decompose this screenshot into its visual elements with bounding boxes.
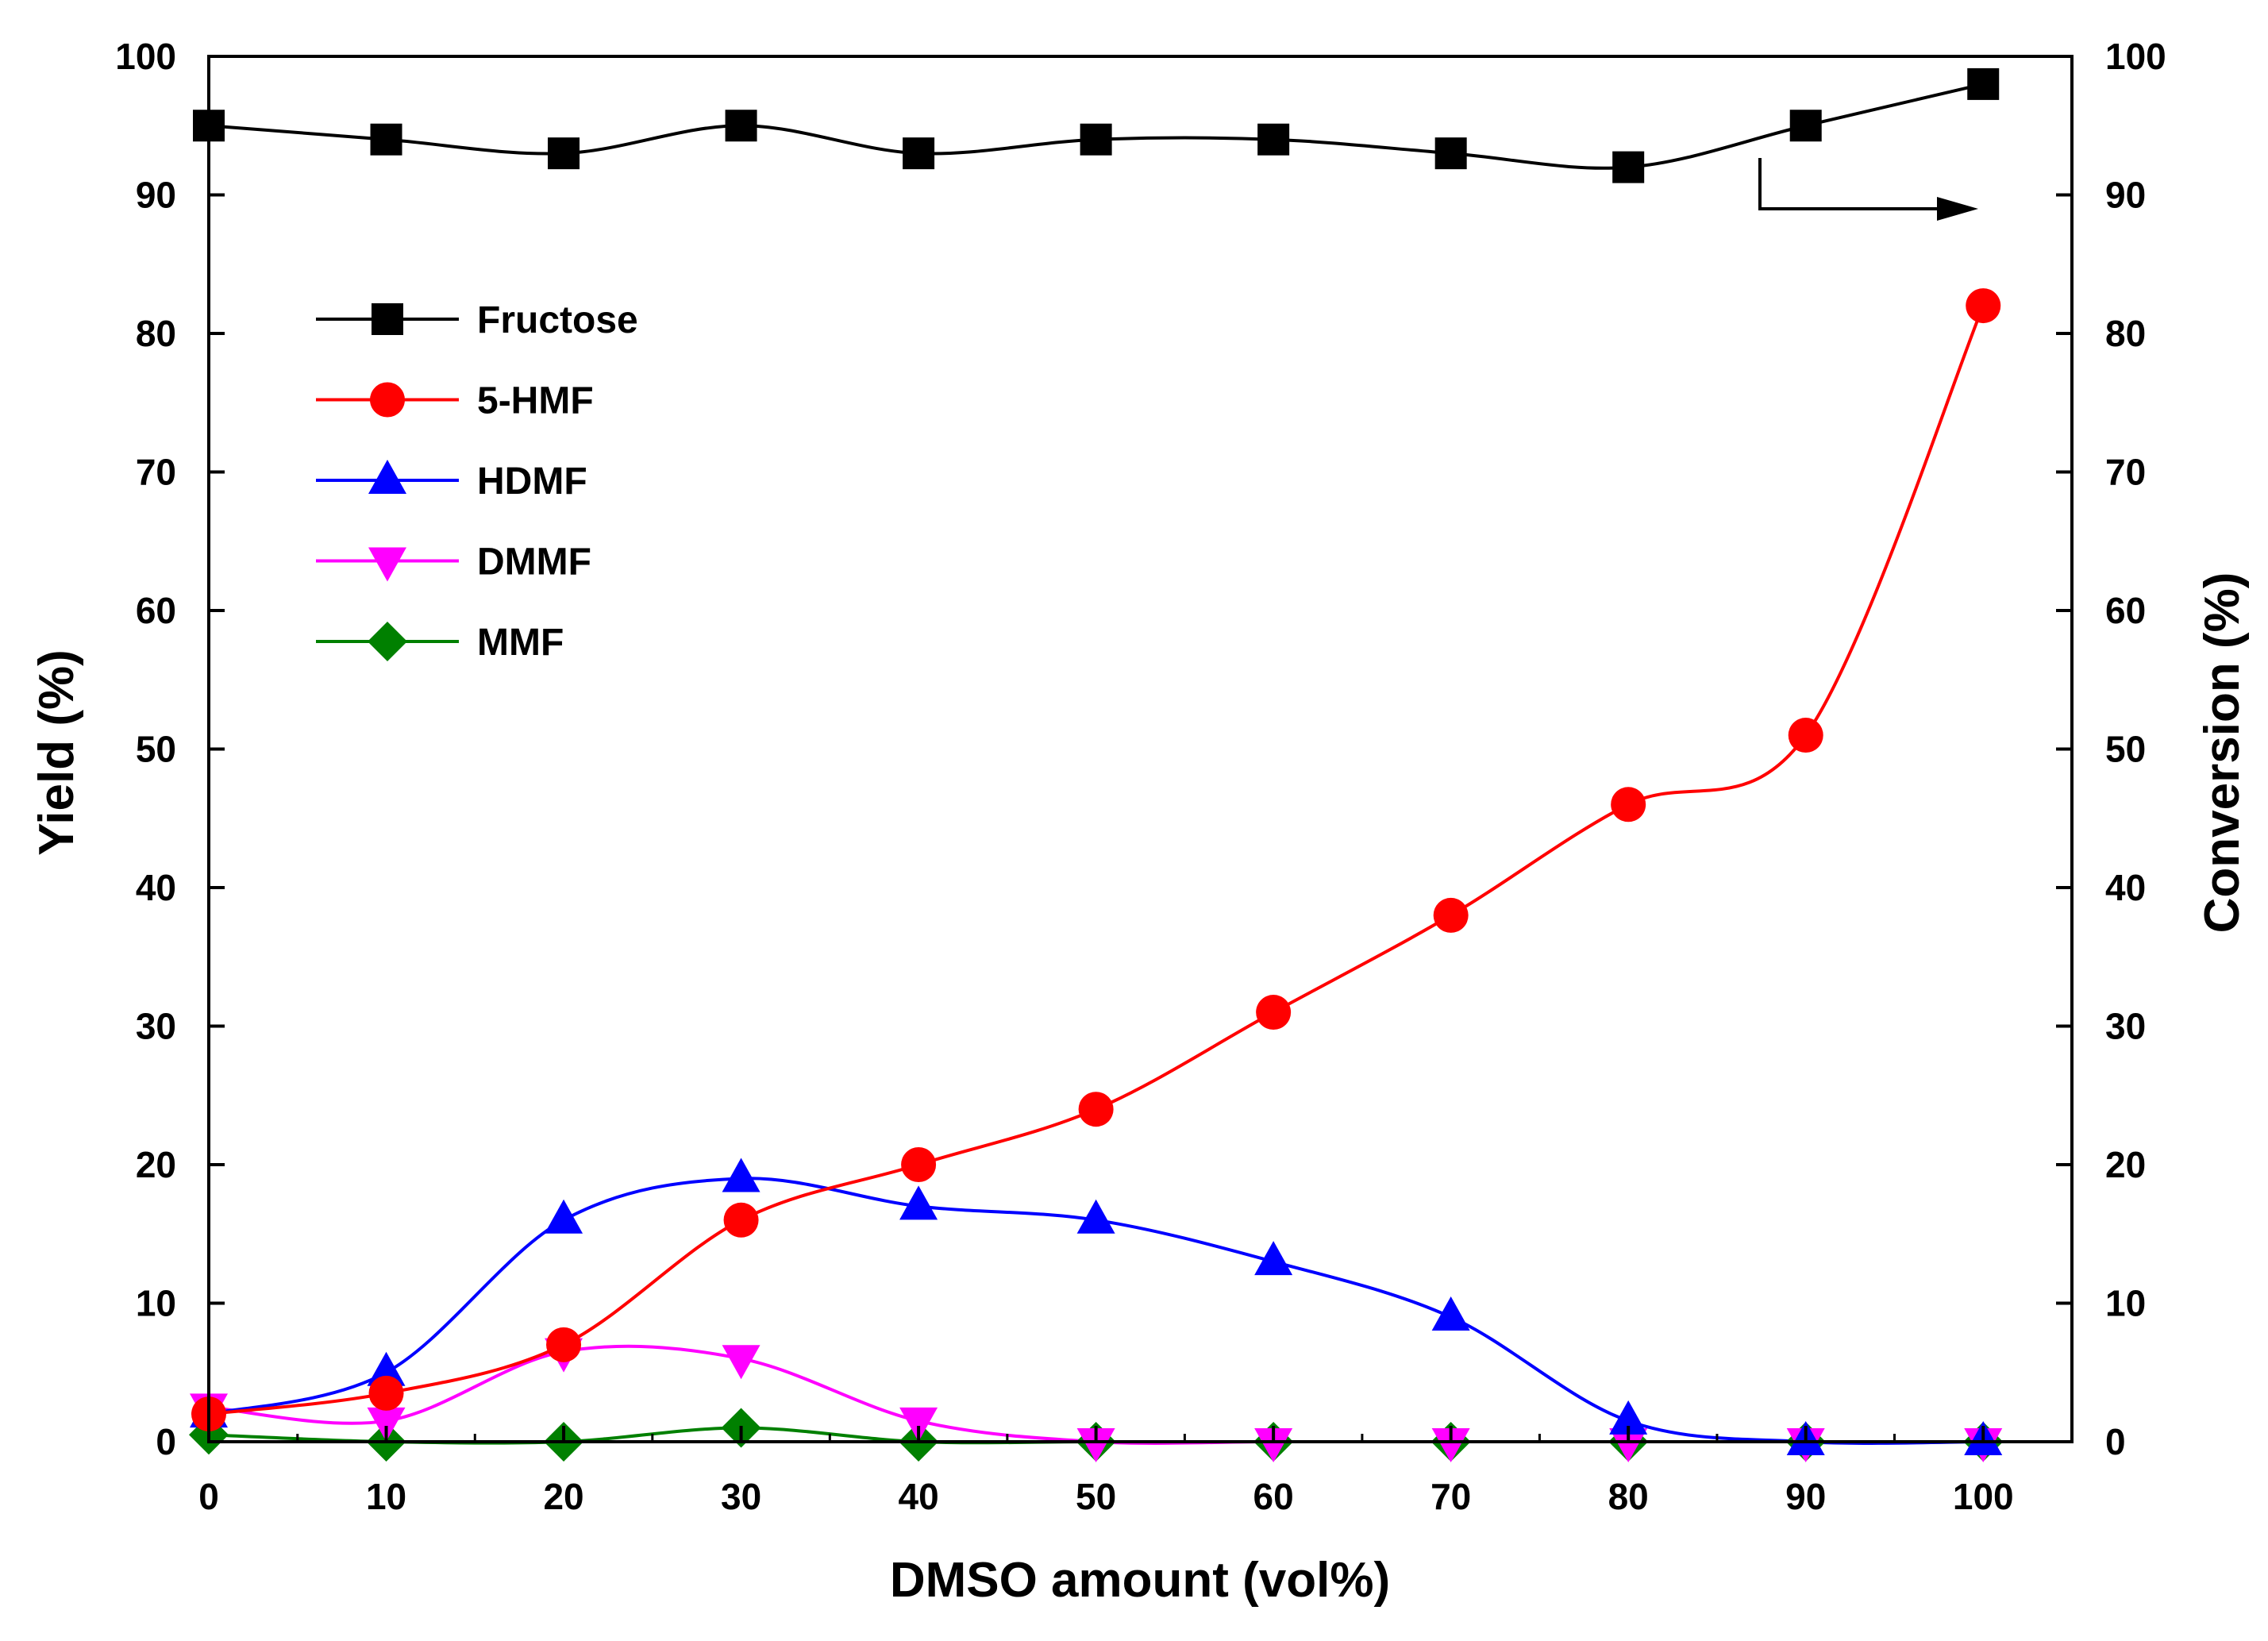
y2-tick-label-30: 30 <box>2105 1006 2146 1047</box>
data-point-fructose-30 <box>725 110 757 142</box>
y-tick-label-70: 70 <box>136 452 176 493</box>
y2-axis-title: Conversion (%) <box>2195 572 2250 934</box>
y-tick-label-20: 20 <box>136 1144 176 1185</box>
y-tick-label-60: 60 <box>136 590 176 631</box>
legend-label-hdmf: HDMF <box>477 460 587 503</box>
x-tick-label-0: 0 <box>198 1476 219 1517</box>
data-point-hdmf-60 <box>1254 1241 1293 1276</box>
data-point-hdmf-20 <box>545 1199 583 1234</box>
data-point-hdmf-50 <box>1076 1199 1115 1234</box>
y2-tick-label-60: 60 <box>2105 590 2146 631</box>
data-point-hdmf-70 <box>1431 1296 1470 1331</box>
y2-tick-label-90: 90 <box>2105 175 2146 216</box>
data-point-5-hmf-70 <box>1433 897 1469 933</box>
x-tick-label-20: 20 <box>543 1476 583 1517</box>
legend-marker-hdmf <box>368 460 406 494</box>
data-point-5-hmf-80 <box>1611 787 1646 822</box>
y2-tick-label-50: 50 <box>2105 729 2146 770</box>
right-axis-arrow-head <box>1937 197 1978 221</box>
y2-tick-label-100: 100 <box>2105 36 2166 77</box>
x-tick-label-10: 10 <box>366 1476 406 1517</box>
data-point-5-hmf-30 <box>723 1202 759 1238</box>
data-point-5-hmf-20 <box>546 1327 582 1362</box>
data-point-hdmf-80 <box>1609 1400 1648 1435</box>
x-tick-label-50: 50 <box>1076 1476 1116 1517</box>
x-tick-label-90: 90 <box>1785 1476 1826 1517</box>
x-tick-label-100: 100 <box>1953 1476 2014 1517</box>
data-point-fructose-40 <box>903 137 935 170</box>
data-point-5-hmf-100 <box>1966 288 2001 324</box>
data-point-fructose-70 <box>1434 137 1467 170</box>
legend-marker-fructose <box>372 303 403 335</box>
legend-marker-5-hmf <box>370 382 405 418</box>
data-point-fructose-90 <box>1789 110 1822 142</box>
data-point-5-hmf-40 <box>901 1147 937 1182</box>
right-axis-arrow-line <box>1758 158 1949 210</box>
axis-ticks <box>207 55 2072 1443</box>
y2-tick-label-70: 70 <box>2105 452 2146 493</box>
data-point-fructose-100 <box>1967 67 2000 100</box>
data-point-dmmf-40 <box>899 1407 938 1442</box>
x-axis-title: DMSO amount (vol%) <box>890 1553 1390 1608</box>
data-point-fructose-60 <box>1257 123 1290 156</box>
data-point-hdmf-10 <box>367 1351 406 1386</box>
legend-label-5-hmf: 5-HMF <box>477 380 594 422</box>
y-tick-label-80: 80 <box>136 313 176 354</box>
x-tick-label-40: 40 <box>899 1476 939 1517</box>
data-point-5-hmf-10 <box>368 1375 404 1411</box>
data-point-fructose-10 <box>370 123 402 156</box>
y-tick-label-40: 40 <box>136 867 176 908</box>
y2-tick-label-80: 80 <box>2105 313 2146 354</box>
data-point-5-hmf-90 <box>1788 718 1823 753</box>
data-point-dmmf-80 <box>1609 1428 1648 1462</box>
data-point-fructose-80 <box>1612 151 1645 183</box>
y-axis-title: Yield (%) <box>29 649 84 856</box>
y-tick-label-0: 0 <box>156 1421 176 1462</box>
data-point-fructose-50 <box>1080 123 1112 156</box>
data-point-dmmf-10 <box>367 1407 406 1442</box>
legend-label-mmf: MMF <box>477 622 564 664</box>
y2-tick-label-10: 10 <box>2105 1283 2146 1324</box>
y-tick-label-90: 90 <box>136 175 176 216</box>
y2-tick-label-40: 40 <box>2105 867 2146 908</box>
legend: Fructose 5-HMF HDMF DMMF MMF <box>316 299 638 664</box>
data-point-dmmf-60 <box>1254 1428 1293 1462</box>
data-point-5-hmf-50 <box>1078 1092 1114 1127</box>
data-point-hdmf-40 <box>899 1185 938 1220</box>
legend-marker-mmf <box>368 622 407 661</box>
data-point-dmmf-70 <box>1431 1428 1470 1462</box>
y2-tick-label-0: 0 <box>2105 1421 2126 1462</box>
series-line-5-hmf <box>208 305 1985 1416</box>
data-point-dmmf-50 <box>1076 1428 1115 1462</box>
x-tick-label-60: 60 <box>1253 1476 1294 1517</box>
data-point-dmmf-30 <box>722 1345 760 1380</box>
right-axis-arrow <box>1758 158 1978 221</box>
x-tick-label-30: 30 <box>721 1476 761 1517</box>
data-point-fructose-20 <box>548 137 580 170</box>
data-point-5-hmf-60 <box>1256 995 1292 1030</box>
y-tick-label-50: 50 <box>136 729 176 770</box>
legend-label-dmmf: DMMF <box>477 541 591 584</box>
data-point-hdmf-30 <box>722 1158 760 1192</box>
y-tick-label-100: 100 <box>115 36 176 77</box>
legend-label-fructose: Fructose <box>477 299 638 341</box>
y-tick-label-30: 30 <box>136 1006 176 1047</box>
legend-marker-dmmf <box>368 547 406 582</box>
x-tick-label-80: 80 <box>1608 1476 1649 1517</box>
y2-tick-label-20: 20 <box>2105 1144 2146 1185</box>
y-tick-label-10: 10 <box>136 1283 176 1324</box>
x-tick-label-70: 70 <box>1430 1476 1471 1517</box>
